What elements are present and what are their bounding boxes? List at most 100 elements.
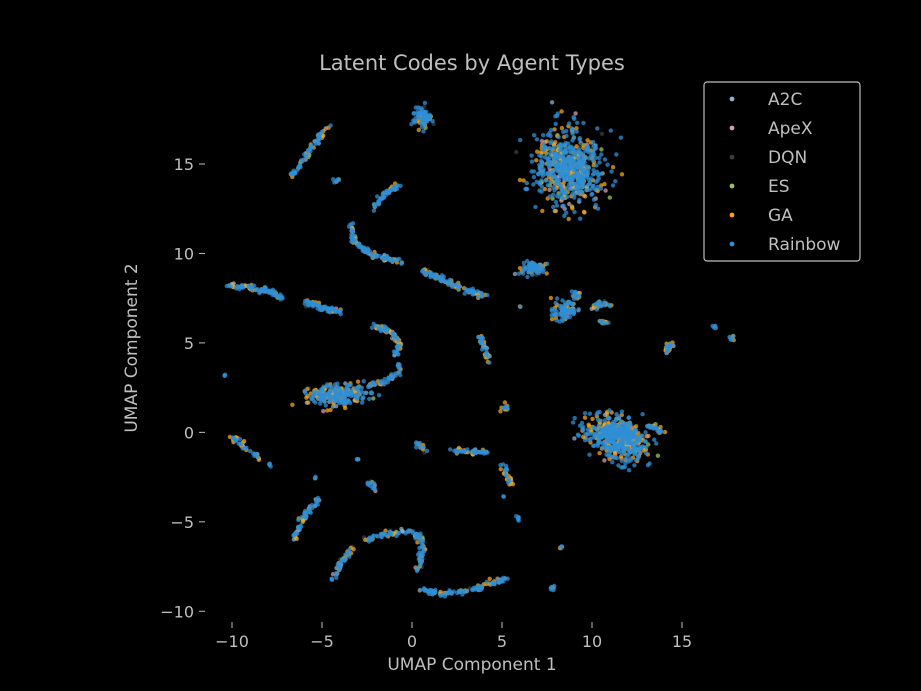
scatter-point-rainbow xyxy=(541,133,546,138)
chart-title: Latent Codes by Agent Types xyxy=(319,51,625,75)
scatter-point-rainbow xyxy=(563,151,569,156)
scatter-point-rainbow xyxy=(330,388,335,393)
scatter-point-ga xyxy=(544,271,549,276)
scatter-point-rainbow xyxy=(575,170,580,176)
scatter-point-rainbow xyxy=(419,107,425,112)
scatter-point-rainbow xyxy=(522,267,527,273)
scatter-point-rainbow xyxy=(371,208,377,213)
scatter-point-rainbow xyxy=(601,434,606,439)
scatter-point-rainbow xyxy=(356,241,361,246)
scatter-point-rainbow xyxy=(537,165,542,171)
scatter-point-rainbow xyxy=(530,272,535,277)
scatter-point-ga xyxy=(351,547,356,552)
scatter-point-rainbow xyxy=(556,134,561,140)
scatter-point-rainbow xyxy=(309,396,314,402)
scatter-point-rainbow xyxy=(372,486,377,492)
scatter-point-ga xyxy=(619,172,625,177)
scatter-point-ga xyxy=(549,317,555,322)
y-tick-label: −10 xyxy=(160,602,194,621)
scatter-point-rainbow xyxy=(608,128,613,133)
legend-marker xyxy=(729,212,735,218)
scatter-point-rainbow xyxy=(430,118,435,124)
scatter-point-rainbow xyxy=(346,398,351,403)
scatter-point-ga xyxy=(551,142,557,147)
scatter-point-rainbow xyxy=(421,445,426,450)
scatter-point-rainbow xyxy=(397,369,402,375)
scatter-point-rainbow xyxy=(649,424,654,430)
scatter-point-rainbow xyxy=(323,304,328,309)
scatter-point-rainbow xyxy=(573,292,578,297)
scatter-point-rainbow xyxy=(349,227,354,233)
scatter-point-ga xyxy=(586,424,592,429)
x-tick-label: 15 xyxy=(672,632,692,651)
scatter-point-rainbow xyxy=(371,202,377,207)
scatter-point-rainbow xyxy=(416,115,422,120)
scatter-point-rainbow xyxy=(499,576,504,582)
y-axis-label: UMAP Component 2 xyxy=(122,263,142,432)
scatter-point-rainbow xyxy=(406,529,412,534)
scatter-point-rainbow xyxy=(552,583,557,589)
scatter-point-rainbow xyxy=(579,154,584,160)
scatter-point-rainbow xyxy=(551,185,556,190)
scatter-point-ga xyxy=(517,266,523,271)
scatter-point-rainbow xyxy=(362,246,367,251)
scatter-point-rainbow xyxy=(422,110,428,115)
scatter-point-ga xyxy=(290,402,295,407)
scatter-point-rainbow xyxy=(316,137,321,142)
scatter-point-rainbow xyxy=(318,392,323,397)
scatter-point-ga xyxy=(585,138,590,143)
scatter-point-rainbow xyxy=(551,204,556,210)
y-tick-label: 10 xyxy=(174,244,194,263)
scatter-point-rainbow xyxy=(455,285,461,290)
scatter-point-rainbow xyxy=(367,396,372,402)
scatter-point-rainbow xyxy=(635,446,641,451)
scatter-point-rainbow xyxy=(534,267,540,272)
scatter-point-rainbow xyxy=(293,530,299,535)
scatter-point-ga xyxy=(544,139,549,144)
scatter-point-rainbow xyxy=(598,304,604,309)
scatter-point-rainbow xyxy=(476,334,481,340)
scatter-point-apex xyxy=(603,188,608,193)
scatter-point-rainbow xyxy=(367,249,373,254)
scatter-point-rainbow xyxy=(267,461,272,466)
scatter-point-rainbow xyxy=(574,129,579,134)
scatter-point-rainbow xyxy=(614,152,619,157)
scatter-point-rainbow xyxy=(587,452,592,457)
scatter-point-rainbow xyxy=(586,165,591,170)
scatter-point-rainbow xyxy=(578,216,583,221)
scatter-point-rainbow xyxy=(548,179,553,184)
scatter-point-ga xyxy=(590,416,595,422)
scatter-point-ga xyxy=(521,178,526,183)
scatter-point-rainbow xyxy=(322,396,327,401)
scatter-point-rainbow xyxy=(318,387,323,393)
scatter-point-ga xyxy=(328,407,333,413)
scatter-point-rainbow xyxy=(628,435,633,440)
scatter-point-rainbow xyxy=(585,173,590,178)
scatter-point-rainbow xyxy=(360,395,365,401)
scatter-point-rainbow xyxy=(289,170,294,176)
scatter-point-rainbow xyxy=(558,303,563,308)
scatter-point-rainbow xyxy=(371,481,377,486)
scatter-point-rainbow xyxy=(414,445,419,450)
scatter-point-rainbow xyxy=(331,395,336,400)
scatter-point-rainbow xyxy=(550,175,555,180)
scatter-point-rainbow xyxy=(480,336,486,341)
scatter-point-rainbow xyxy=(595,301,600,306)
scatter-point-rainbow xyxy=(597,160,602,165)
legend: A2C ApeX DQN ES GA Rainbow xyxy=(703,81,861,262)
scatter-point-rainbow xyxy=(430,592,435,597)
scatter-point-rainbow xyxy=(504,463,509,469)
legend-frame xyxy=(703,81,861,262)
scatter-point-ga xyxy=(646,433,651,439)
scatter-point-rainbow xyxy=(383,324,388,330)
scatter-point-ga xyxy=(581,434,586,440)
scatter-point-rainbow xyxy=(309,505,315,511)
scatter-point-rainbow xyxy=(360,400,365,405)
scatter-point-rainbow xyxy=(399,261,404,266)
scatter-point-rainbow xyxy=(557,142,563,147)
legend-marker xyxy=(729,241,735,247)
scatter-point-rainbow xyxy=(548,150,553,156)
scatter-point-apex xyxy=(573,111,578,116)
x-tick-label: −10 xyxy=(215,632,249,651)
scatter-point-rainbow xyxy=(593,145,599,151)
